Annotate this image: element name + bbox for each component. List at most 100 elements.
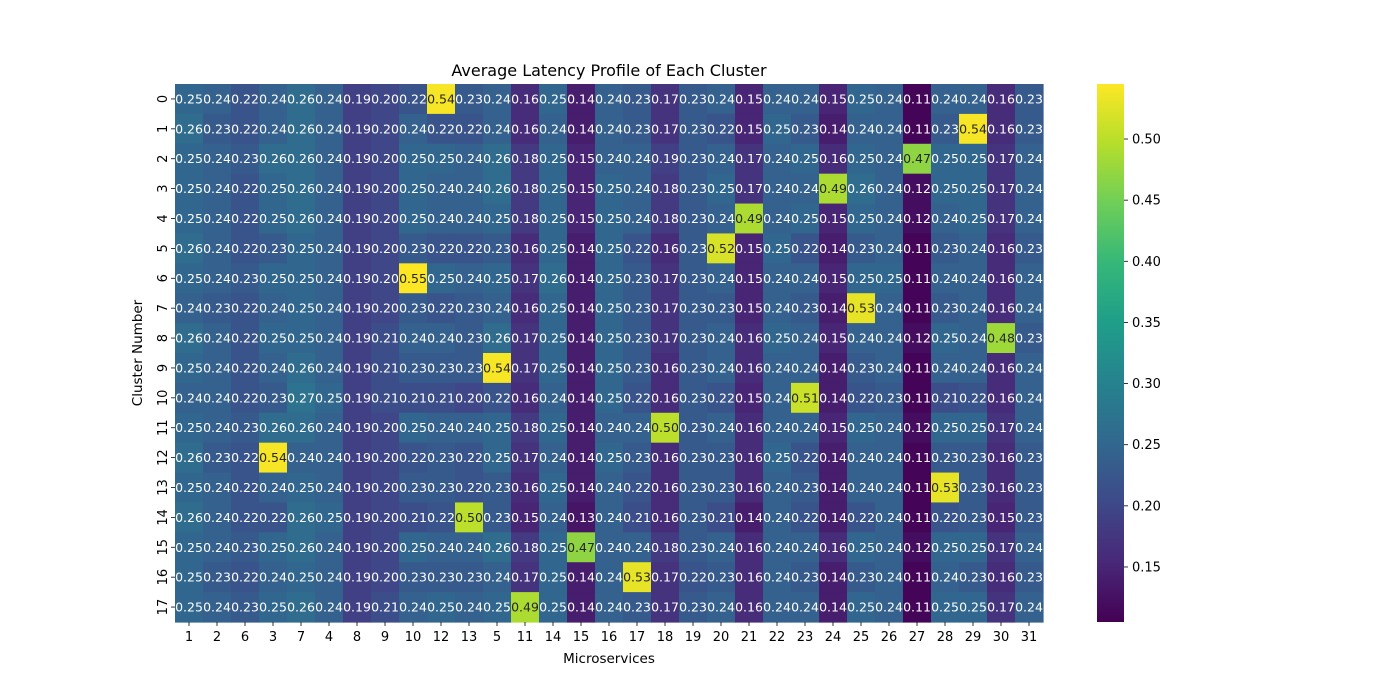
heatmap-cell (483, 532, 512, 563)
x-tick-label: 22 (769, 630, 786, 645)
heatmap-cell (903, 532, 932, 563)
heatmap-cell (679, 532, 708, 563)
cell-value-label: 0.16 (987, 390, 1015, 405)
cell-value-label: 0.24 (847, 121, 875, 136)
cell-value-label: 0.22 (847, 390, 875, 405)
cell-value-label: 0.25 (259, 211, 287, 226)
heatmap-cell (903, 412, 932, 444)
x-tick-label: 14 (545, 630, 562, 645)
heatmap-cell (175, 113, 204, 145)
cell-value-label: 0.17 (651, 600, 679, 615)
cell-value-label: 0.24 (203, 420, 231, 435)
heatmap-cell (511, 353, 540, 384)
heatmap-cell (735, 233, 764, 264)
cell-value-label: 0.23 (679, 600, 707, 615)
cell-value-label: 0.24 (791, 600, 819, 615)
cell-value-label: 0.23 (231, 600, 259, 615)
cell-value-label: 0.23 (623, 331, 651, 346)
heatmap-cell (763, 263, 792, 294)
heatmap-cell (259, 113, 288, 145)
cell-value-label: 0.25 (763, 241, 791, 256)
cell-value-label: 0.23 (427, 480, 455, 495)
heatmap-cell (819, 592, 848, 623)
heatmap-cell (343, 263, 372, 294)
heatmap-cell (567, 113, 596, 145)
cell-value-label: 0.22 (231, 241, 259, 256)
cell-value-label: 0.23 (679, 91, 707, 106)
heatmap-cell (175, 562, 204, 593)
heatmap-cell (623, 263, 652, 294)
cell-value-label: 0.25 (483, 271, 511, 286)
cell-value-label: 0.24 (315, 301, 343, 316)
heatmap-cell (707, 233, 736, 264)
heatmap-cell (315, 412, 344, 444)
heatmap-cell (511, 113, 540, 145)
cell-value-label: 0.24 (455, 420, 483, 435)
heatmap-cell (175, 532, 204, 563)
heatmap-cell (343, 203, 372, 235)
heatmap-cell (707, 263, 736, 294)
cell-value-label: 0.16 (511, 480, 539, 495)
cell-value-label: 0.23 (875, 390, 903, 405)
cell-value-label: 0.14 (567, 360, 595, 375)
heatmap-cell (819, 233, 848, 264)
heatmap-cell (175, 472, 204, 504)
heatmap-cell (819, 382, 848, 414)
heatmap-cell (651, 382, 680, 414)
cell-value-label: 0.24 (427, 181, 455, 196)
cell-value-label: 0.16 (987, 121, 1015, 136)
cell-value-label: 0.16 (735, 360, 763, 375)
x-tick-label: 6 (241, 630, 249, 645)
heatmap-cell (903, 173, 932, 205)
cell-value-label: 0.22 (231, 510, 259, 525)
heatmap-cell (791, 532, 820, 563)
cell-value-label: 0.25 (315, 510, 343, 525)
cell-value-label: 0.19 (343, 360, 371, 375)
heatmap-cell (455, 353, 484, 384)
cell-value-label: 0.22 (231, 570, 259, 585)
heatmap-cell (203, 532, 232, 563)
cell-value-label: 0.15 (511, 510, 539, 525)
heatmap-cell (203, 143, 232, 175)
cell-value-label: 0.15 (735, 121, 763, 136)
cell-value-label: 0.24 (959, 271, 987, 286)
heatmap-cell (903, 113, 932, 145)
heatmap-cell (623, 233, 652, 264)
heatmap-cell (483, 323, 512, 354)
cell-value-label: 0.24 (259, 91, 287, 106)
cell-value-label: 0.24 (707, 91, 735, 106)
heatmap-cell (875, 532, 904, 563)
heatmap-cell (231, 412, 260, 444)
heatmap-cell (735, 353, 764, 384)
heatmap-cell (903, 562, 932, 593)
cell-value-label: 0.25 (763, 331, 791, 346)
cell-value-label: 0.25 (539, 570, 567, 585)
heatmap-cell (427, 353, 456, 384)
cell-value-label: 0.24 (931, 570, 959, 585)
cell-value-label: 0.24 (259, 570, 287, 585)
cell-value-label: 0.25 (539, 91, 567, 106)
cell-value-label: 0.24 (595, 540, 623, 555)
cell-value-label: 0.15 (987, 510, 1015, 525)
cell-value-label: 0.24 (763, 360, 791, 375)
heatmap-cell (175, 263, 204, 294)
heatmap-cell (539, 233, 568, 264)
cell-value-label: 0.25 (175, 151, 203, 166)
x-tick-label: 17 (629, 630, 646, 645)
cell-value-label: 0.24 (175, 390, 203, 405)
heatmap-cell (315, 472, 344, 504)
heatmap-cell (483, 203, 512, 235)
heatmap-cell (343, 442, 372, 474)
cell-value-label: 0.23 (847, 570, 875, 585)
heatmap-cell (679, 323, 708, 354)
heatmap-cell (427, 233, 456, 264)
cell-value-label: 0.24 (399, 600, 427, 615)
heatmap-cell (931, 323, 960, 354)
cell-value-label: 0.24 (707, 331, 735, 346)
cell-value-label: 0.24 (203, 510, 231, 525)
cell-value-label: 0.24 (875, 331, 903, 346)
cell-value-label: 0.25 (259, 540, 287, 555)
cell-value-label: 0.17 (651, 331, 679, 346)
cell-value-label: 0.23 (931, 450, 959, 465)
heatmap-cell (707, 472, 736, 504)
